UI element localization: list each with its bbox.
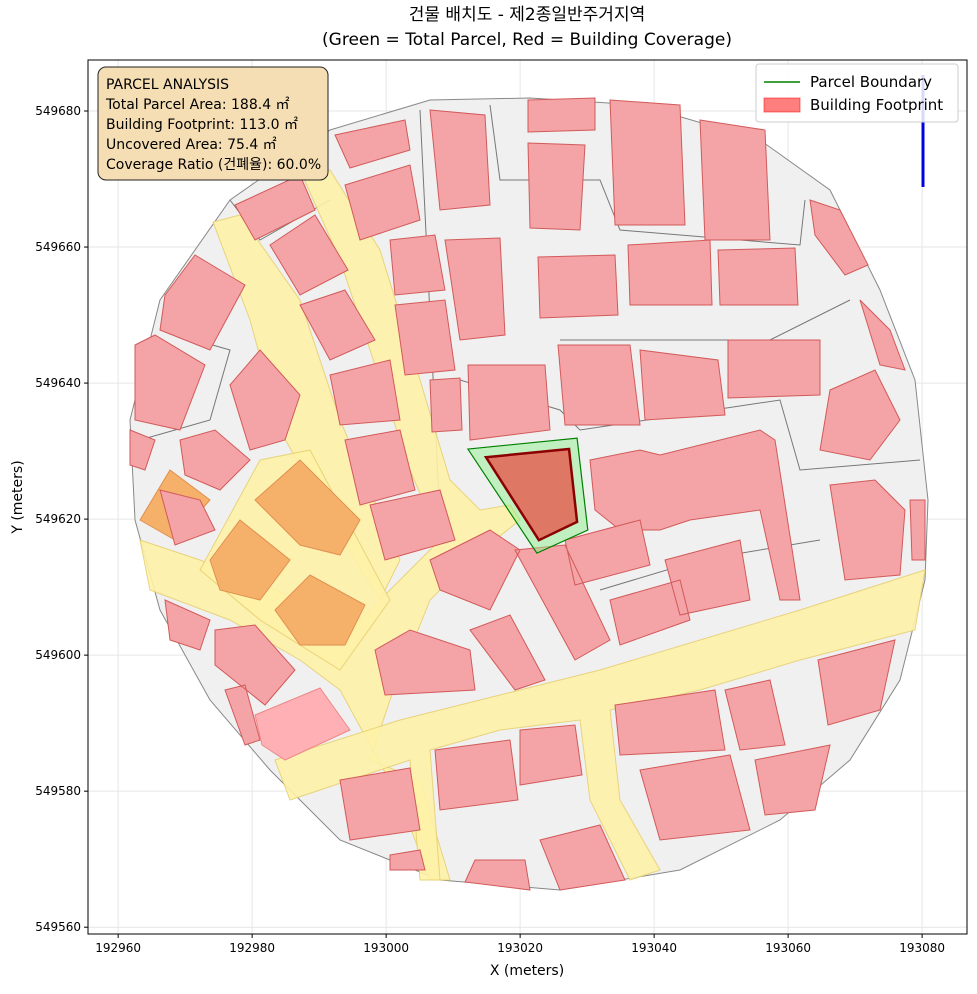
road (274, 569, 926, 881)
y-tick-label: 549640 (35, 376, 81, 390)
chart-title: 건물 배치도 - 제2종일반주거지역 (409, 5, 645, 25)
annotation-line: PARCEL ANALYSIS (106, 77, 229, 93)
y-tick-label: 549680 (35, 104, 81, 118)
annotation-box (97, 66, 329, 181)
y-tick-label: 549580 (35, 784, 81, 798)
y-tick-label: 549600 (35, 648, 81, 662)
annotation-line: Building Footprint: 113.0 ㎡ (106, 117, 298, 133)
x-tick-label: 192960 (95, 941, 141, 955)
x-tick-label: 193060 (765, 941, 811, 955)
legend-box (755, 63, 959, 123)
annotation-line: Total Parcel Area: 188.4 ㎡ (105, 97, 290, 113)
x-tick-label: 193000 (363, 941, 409, 955)
x-tick-label: 193080 (899, 941, 945, 955)
y-tick-label: 549620 (35, 512, 81, 526)
x-tick-label: 192980 (229, 941, 275, 955)
x-axis-label: X (meters) (490, 963, 564, 979)
plot-frame (87, 59, 968, 935)
building (483, 447, 579, 542)
x-tick-label: 193040 (631, 941, 677, 955)
annotation: PARCEL ANALYSIS Total Parcel Area: 188.4 … (97, 66, 329, 181)
y-tick-label: 549660 (35, 240, 81, 254)
y-tick-label: 549560 (35, 920, 81, 934)
x-tick-label: 193020 (497, 941, 543, 955)
annotation-line: Uncovered Area: 75.4 ㎡ (106, 137, 277, 153)
background-parcels (129, 75, 929, 891)
annotation-line: Coverage Ratio (건폐율): 60.0% (106, 157, 321, 173)
chart-subtitle: (Green = Total Parcel, Red = Building Co… (322, 30, 732, 50)
y-axis-label: Y (meters) (10, 460, 26, 534)
legend-label: Building Footprint (810, 96, 943, 114)
legend-label: Parcel Boundary (810, 73, 932, 91)
parcel-layer (466, 437, 589, 554)
legend-swatch (763, 97, 801, 113)
legend: Parcel Boundary Building Footprint (755, 63, 959, 123)
buildings (129, 97, 926, 891)
